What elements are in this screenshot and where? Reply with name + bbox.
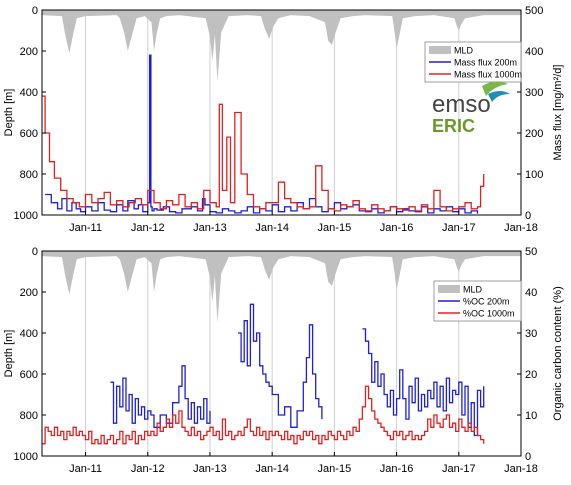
right-tick-label: 100 <box>525 169 543 181</box>
legend-label: Mass flux 200m <box>454 58 517 68</box>
right-tick-label: 50 <box>525 246 537 258</box>
x-tick-label: Jan-11 <box>69 222 102 234</box>
right-tick-label: 400 <box>525 46 543 58</box>
right-tick-label: 30 <box>525 328 537 340</box>
x-tick-label: Jan-18 <box>504 463 538 475</box>
right-tick-label: 40 <box>525 287 537 299</box>
legend-label: Mass flux 1000m <box>454 70 522 80</box>
left-tick-label: 0 <box>32 5 38 17</box>
series-line--oc-200m <box>238 303 323 428</box>
left-tick-label: 600 <box>20 369 38 381</box>
x-tick-label: Jan-11 <box>69 463 102 475</box>
series-line-mass-flux-200m <box>45 54 479 214</box>
series-line--oc-1000m <box>42 385 485 445</box>
legend-label: MLD <box>454 46 474 56</box>
right-tick-label: 10 <box>525 410 537 422</box>
emso-logo-text: emso <box>432 91 491 118</box>
x-tick-label: Jan-15 <box>318 222 352 234</box>
left-tick-label: 1000 <box>14 210 38 222</box>
mass-flux-panel: 0 200 400 600 800 1000 0 100 200 300 400 500 Jan-11 J… <box>3 5 564 234</box>
right-tick-label: 500 <box>525 5 543 17</box>
right-tick-label: 0 <box>525 451 531 463</box>
series-line--oc-200m <box>110 365 211 428</box>
eric-logo-text: ERIC <box>432 116 475 136</box>
legend-label: %OC 1000m <box>463 309 515 319</box>
x-tick-label: Jan-12 <box>131 463 165 475</box>
legend-swatch <box>438 285 460 293</box>
logo-wave-icon <box>488 91 510 102</box>
right-tick-label: 300 <box>525 87 543 99</box>
left-tick-label: 0 <box>32 246 38 258</box>
x-tick-label: Jan-18 <box>504 222 538 234</box>
x-tick-label: Jan-14 <box>255 222 289 234</box>
plot-frame <box>41 9 522 216</box>
left-tick-label: 800 <box>20 169 38 181</box>
legend-label: MLD <box>463 285 483 295</box>
x-tick-label: Jan-15 <box>318 463 352 475</box>
right-tick-label: 20 <box>525 369 537 381</box>
left-tick-label: 800 <box>20 410 38 422</box>
y-axis-label-right: Mass flux [mg/m²/d] <box>552 65 564 161</box>
right-tick-label: 200 <box>525 128 543 140</box>
left-tick-label: 200 <box>20 287 38 299</box>
x-tick-label: Jan-17 <box>442 463 476 475</box>
plot-frame <box>41 250 522 457</box>
legend-swatch <box>429 46 451 54</box>
x-tick-label: Jan-14 <box>255 463 289 475</box>
y-axis-label-left: Depth [m] <box>3 89 15 137</box>
x-tick-label: Jan-13 <box>193 222 227 234</box>
right-tick-label: 0 <box>525 210 531 222</box>
organic-carbon-panel: 0 200 400 600 800 1000 0 10 20 30 40 50 Jan-11 Jan-12… <box>3 246 564 475</box>
series-line--oc-200m <box>362 328 485 437</box>
x-tick-label: Jan-16 <box>380 463 414 475</box>
x-tick-label: Jan-13 <box>193 463 227 475</box>
x-tick-label: Jan-16 <box>380 222 414 234</box>
left-tick-label: 400 <box>20 328 38 340</box>
left-tick-label: 400 <box>20 87 38 99</box>
y-axis-label-right: Organic carbon content (%) <box>552 286 564 421</box>
left-tick-label: 200 <box>20 46 38 58</box>
left-tick-label: 1000 <box>14 451 38 463</box>
y-axis-label-left: Depth [m] <box>3 330 15 378</box>
x-tick-label: Jan-17 <box>442 222 476 234</box>
legend-label: %OC 200m <box>463 297 510 307</box>
series-line-mass-flux-1000m <box>42 95 485 212</box>
x-tick-label: Jan-12 <box>131 222 165 234</box>
logo-leaf-icon <box>482 81 508 96</box>
emso-eric-logo: emso ERIC <box>432 81 510 136</box>
left-tick-label: 600 <box>20 128 38 140</box>
